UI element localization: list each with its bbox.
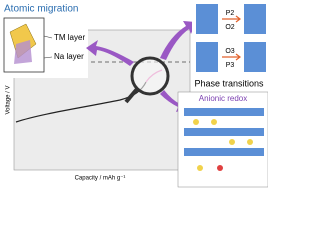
- structure: [244, 42, 266, 72]
- redox-panel: [177, 91, 268, 188]
- arrow: [86, 40, 134, 66]
- migration-title: Atomic migration: [4, 4, 78, 15]
- pointer: [43, 35, 53, 39]
- atom: [197, 165, 203, 171]
- atom: [211, 119, 217, 125]
- atom: [229, 139, 235, 145]
- na-polyhedron: [14, 40, 32, 64]
- atom: [247, 139, 253, 145]
- structure: [196, 42, 218, 72]
- phase-label: O3: [225, 48, 234, 55]
- magnifier: [130, 56, 170, 96]
- redox-structures: [184, 108, 264, 171]
- arrow: [160, 21, 196, 60]
- y-axis-label: Voltage / V: [6, 85, 12, 114]
- phase-title: Phase transitions: [194, 78, 264, 88]
- magnifier-handle: [124, 87, 139, 104]
- structure: [244, 4, 266, 34]
- transition-arrow: [222, 53, 241, 61]
- phase-label: P2: [226, 10, 235, 17]
- atom: [193, 119, 199, 125]
- structure: [196, 4, 218, 34]
- na-label: Na layer: [54, 52, 84, 61]
- phase-structures: [196, 4, 266, 72]
- redox-title: Anionic redox: [199, 94, 247, 103]
- phase-label: P3: [226, 62, 235, 69]
- layer: [184, 148, 264, 156]
- layer: [184, 108, 264, 116]
- atom: [217, 165, 223, 171]
- transition-arrow: [222, 15, 241, 23]
- layer: [184, 128, 264, 136]
- tm-label: TM layer: [54, 33, 85, 42]
- x-axis-label: Capacity / mAh g⁻¹: [75, 176, 126, 182]
- pointer: [43, 56, 53, 59]
- graphical-abstract: Voltage / V Capacity / mAh g⁻¹ Atomic mi…: [3, 3, 268, 188]
- phase-label: O2: [225, 24, 234, 31]
